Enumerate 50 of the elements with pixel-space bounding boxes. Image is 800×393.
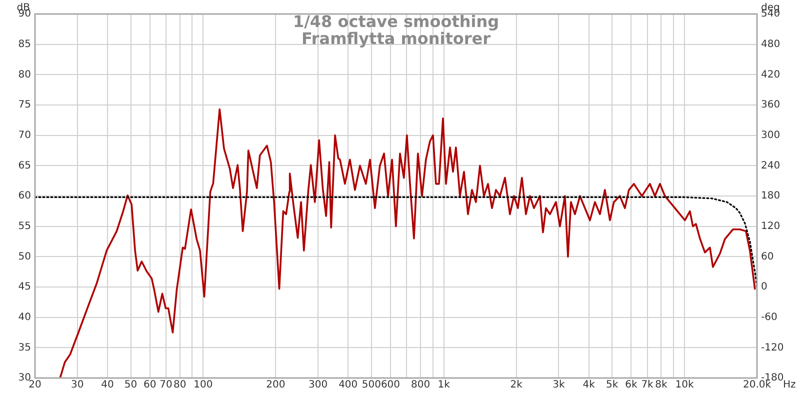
x-tick-label: 2k [510, 380, 523, 391]
y2-tick-label: 120 [761, 220, 780, 232]
y-tick-label: 75 [18, 100, 31, 111]
y-tick-label: 40 [18, 312, 31, 323]
y-tick-label: 50 [18, 251, 31, 262]
y-tick-label: 55 [18, 220, 31, 232]
y-tick-label: 30 [18, 372, 31, 384]
y-tick-label: 60 [18, 190, 31, 202]
x-axis-title: Hz [783, 380, 796, 391]
x-tick-label: 70 [160, 380, 172, 391]
x-tick-label: 3k [552, 380, 565, 391]
x-tick-label: 5k [606, 380, 618, 391]
y2-tick-label: -60 [761, 312, 778, 323]
x-tick-label: 50 [124, 380, 138, 391]
text: Framflytta monitorer [301, 29, 491, 48]
y2-tick-label: 480 [761, 38, 780, 50]
x-tick-label: 100 [194, 380, 213, 391]
x-tick-label: 7k [641, 380, 654, 391]
y-tick-label: 70 [18, 130, 31, 141]
x-tick-label: 400 [338, 380, 358, 391]
chart-title: 1/48 octave smoothing [292, 12, 500, 32]
y-tick-label: 35 [18, 342, 31, 354]
x-tick-label: 300 [308, 380, 328, 391]
x-tick-label: 60 [143, 380, 156, 391]
y2-tick-label: 360 [761, 100, 780, 111]
y-tick-label: 80 [18, 69, 31, 80]
y2-tick-label: 300 [761, 130, 780, 141]
y-tick-label: 85 [18, 38, 31, 50]
x-tick-label: 4k [582, 380, 596, 391]
x-tick-label: 800 [411, 380, 430, 391]
y-tick-label: 45 [18, 282, 31, 293]
x-tick-label: 600 [380, 380, 400, 391]
x-tick-label: 500 [362, 380, 381, 391]
y2-tick-label: 420 [761, 69, 780, 80]
x-tick-label: 20 [28, 380, 42, 391]
y2-tick-label: 240 [761, 160, 780, 172]
y-tick-label: 65 [18, 160, 31, 172]
x-tick-label: 30 [71, 380, 84, 391]
y2-tick-label: -120 [761, 342, 784, 354]
x-tick-label: 10k [675, 380, 694, 391]
x-tick-label: 80 [174, 380, 186, 391]
x-tick-label: 6k [625, 380, 638, 391]
y2-tick-label: 0 [761, 282, 768, 293]
y2-tick-label: 60 [761, 251, 774, 262]
y2-tick-label: 180 [761, 190, 780, 202]
x-tick-label: 1k [438, 380, 450, 391]
x-tick-label: 200 [266, 380, 286, 391]
x-tick-label: 8k [655, 380, 668, 391]
x-tick-label: 20.0k [742, 380, 772, 391]
x-tick-label: 40 [101, 380, 114, 391]
